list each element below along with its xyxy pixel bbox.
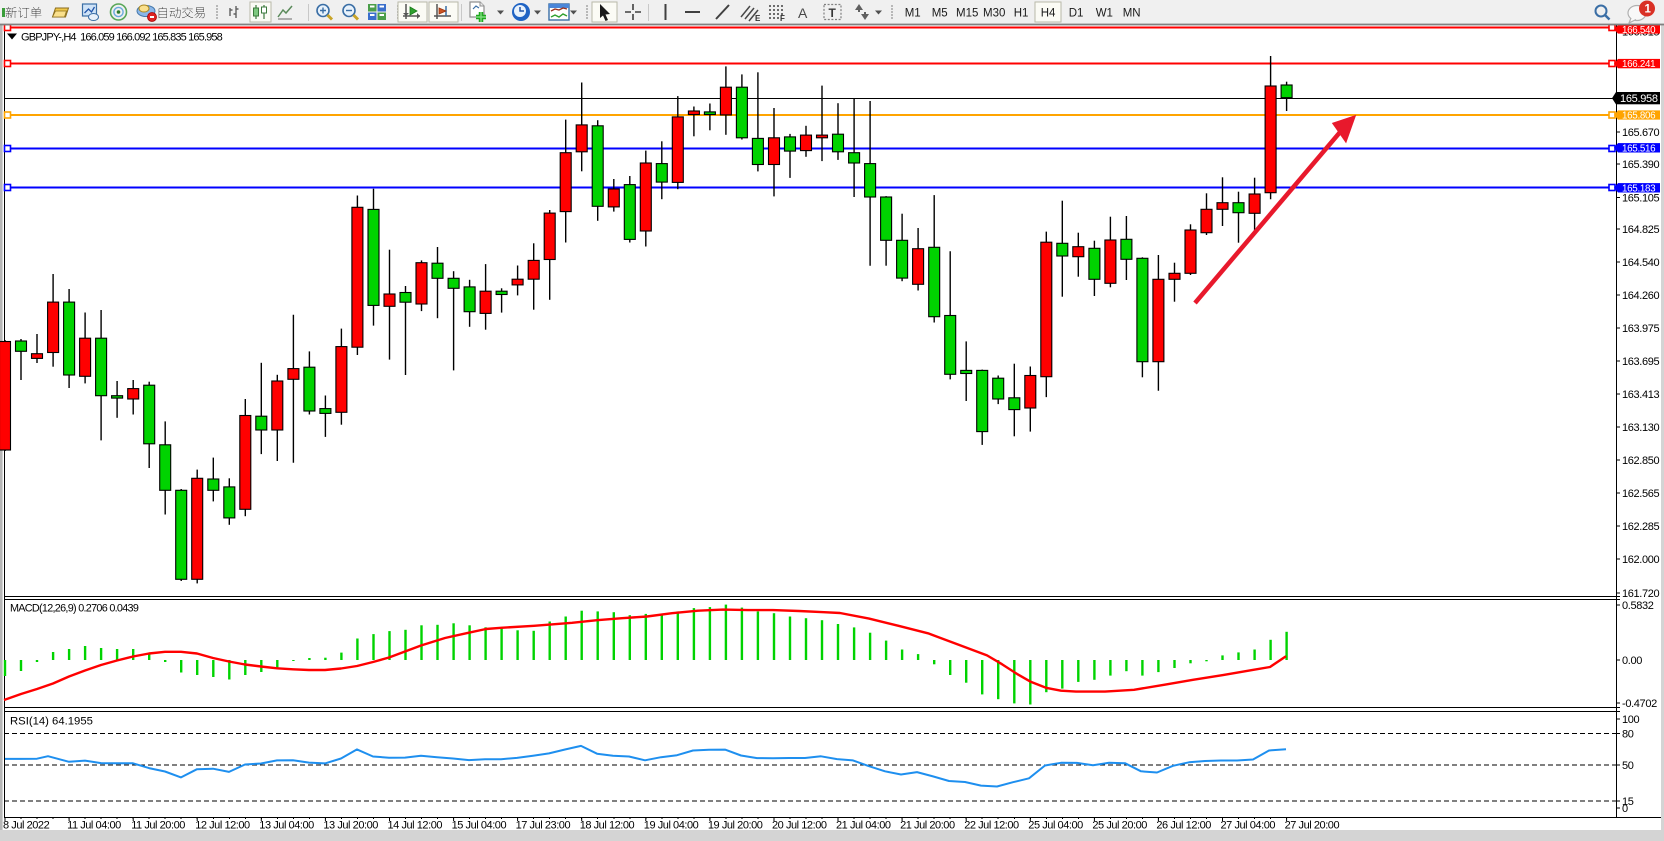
svg-text:15: 15 <box>1622 796 1634 808</box>
svg-text:H4: H4 <box>1041 8 1056 20</box>
svg-text:14 Jul 12:00: 14 Jul 12:00 <box>388 820 443 832</box>
svg-text:164.825: 164.825 <box>1622 224 1660 236</box>
svg-text:163.695: 163.695 <box>1622 356 1660 368</box>
svg-text:11 Jul 04:00: 11 Jul 04:00 <box>67 820 121 832</box>
svg-text:MN: MN <box>1123 8 1141 20</box>
svg-text:F: F <box>780 14 785 23</box>
svg-text:164.260: 164.260 <box>1622 290 1660 302</box>
svg-text:165.105: 165.105 <box>1622 192 1660 204</box>
svg-text:19 Jul 04:00: 19 Jul 04:00 <box>644 820 699 832</box>
svg-text:0.00: 0.00 <box>1622 655 1642 667</box>
svg-text:15 Jul 04:00: 15 Jul 04:00 <box>452 820 507 832</box>
svg-text:27 Jul 04:00: 27 Jul 04:00 <box>1221 820 1276 832</box>
svg-text:D1: D1 <box>1069 8 1084 20</box>
svg-text:M5: M5 <box>932 8 948 20</box>
svg-text:162.565: 162.565 <box>1622 488 1660 500</box>
svg-text:GBPJPY-,H4 166.059 166.092 16: GBPJPY-,H4 166.059 166.092 165.835 165.9… <box>21 32 223 44</box>
svg-text:1: 1 <box>1645 4 1652 16</box>
svg-text:MACD(12,26,9) 0.2706 0.0439: MACD(12,26,9) 0.2706 0.0439 <box>10 603 139 615</box>
svg-text:165.183: 165.183 <box>1622 183 1656 194</box>
svg-text:162.285: 162.285 <box>1622 521 1660 533</box>
svg-text:13 Jul 20:00: 13 Jul 20:00 <box>323 820 378 832</box>
svg-text:161.720: 161.720 <box>1622 588 1660 600</box>
svg-text:H1: H1 <box>1014 8 1029 20</box>
svg-text:50: 50 <box>1622 760 1634 772</box>
svg-text:163.130: 163.130 <box>1622 422 1660 434</box>
svg-text:T: T <box>829 6 837 20</box>
svg-text:12 Jul 12:00: 12 Jul 12:00 <box>195 820 250 832</box>
svg-text:162.850: 162.850 <box>1622 455 1660 467</box>
svg-text:27 Jul 20:00: 27 Jul 20:00 <box>1285 820 1340 832</box>
svg-text:17 Jul 23:00: 17 Jul 23:00 <box>516 820 571 832</box>
svg-text:W1: W1 <box>1096 8 1113 20</box>
svg-text:0.5832: 0.5832 <box>1622 600 1654 612</box>
svg-text:25 Jul 04:00: 25 Jul 04:00 <box>1028 820 1083 832</box>
svg-text:19 Jul 20:00: 19 Jul 20:00 <box>708 820 763 832</box>
svg-text:165.806: 165.806 <box>1622 111 1656 122</box>
svg-text:164.540: 164.540 <box>1622 257 1660 269</box>
svg-text:80: 80 <box>1622 728 1634 740</box>
svg-text:162.000: 162.000 <box>1622 554 1660 566</box>
svg-text:165.390: 165.390 <box>1622 159 1660 171</box>
svg-text:13 Jul 04:00: 13 Jul 04:00 <box>259 820 314 832</box>
svg-text:11 Jul 20:00: 11 Jul 20:00 <box>131 820 185 832</box>
svg-text:163.975: 163.975 <box>1622 323 1660 335</box>
svg-text:165.958: 165.958 <box>1620 93 1658 105</box>
svg-text:166.241: 166.241 <box>1622 59 1655 70</box>
svg-text:165.516: 165.516 <box>1622 143 1656 154</box>
svg-text:100: 100 <box>1622 714 1640 726</box>
svg-text:A: A <box>798 5 808 21</box>
svg-text:25 Jul 20:00: 25 Jul 20:00 <box>1092 820 1147 832</box>
svg-text:8 Jul 2022: 8 Jul 2022 <box>3 820 50 832</box>
svg-text:21 Jul 04:00: 21 Jul 04:00 <box>836 820 891 832</box>
svg-text:165.670: 165.670 <box>1622 127 1660 139</box>
svg-text:21 Jul 20:00: 21 Jul 20:00 <box>900 820 955 832</box>
svg-text:-0.4702: -0.4702 <box>1622 698 1657 710</box>
svg-text:163.413: 163.413 <box>1622 389 1660 401</box>
svg-text:M15: M15 <box>956 8 978 20</box>
svg-text:20 Jul 12:00: 20 Jul 12:00 <box>772 820 827 832</box>
svg-text:0: 0 <box>1622 803 1628 815</box>
svg-text:18 Jul 12:00: 18 Jul 12:00 <box>580 820 635 832</box>
svg-text:26 Jul 12:00: 26 Jul 12:00 <box>1156 820 1211 832</box>
svg-text:M30: M30 <box>983 8 1005 20</box>
svg-text:22 Jul 12:00: 22 Jul 12:00 <box>964 820 1019 832</box>
svg-text:E: E <box>755 14 761 23</box>
svg-text:M1: M1 <box>905 8 921 20</box>
svg-text:RSI(14) 64.1955: RSI(14) 64.1955 <box>10 716 93 728</box>
svg-text:166.540: 166.540 <box>1622 25 1656 36</box>
